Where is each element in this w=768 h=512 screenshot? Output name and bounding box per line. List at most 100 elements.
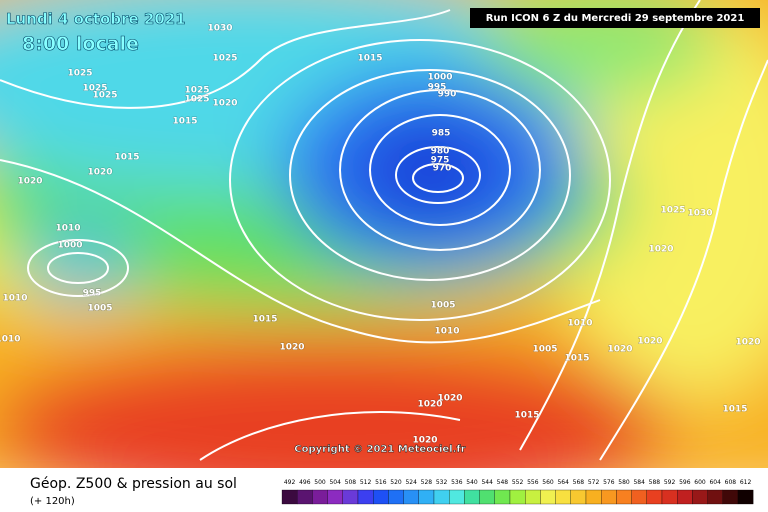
colorbar-cell: [555, 489, 571, 505]
isobar-label: 995: [428, 83, 447, 93]
colorbar-label: 536: [451, 479, 463, 486]
colorbar-label: 568: [573, 479, 585, 486]
colorbar-cell: [737, 489, 754, 505]
colorbar-label: 500: [314, 479, 326, 486]
colorbar-label: 552: [512, 479, 524, 486]
colorbar-label: 576: [603, 479, 615, 486]
isobar-label: 1020: [412, 436, 437, 446]
isobar-label: 1020: [87, 168, 112, 178]
colorbar-label: 516: [375, 479, 387, 486]
isobar-label: 1025: [212, 54, 237, 64]
isobar-label: 1015: [357, 54, 382, 64]
isobar-label: 1015: [114, 153, 139, 163]
isobar-label: 1015: [564, 354, 589, 364]
colorbar-label: 556: [527, 479, 539, 486]
colorbar-label: 600: [694, 479, 706, 486]
colorbar-cell: [677, 489, 693, 505]
colorbar-cell: [388, 489, 404, 505]
colorbar-cell: [509, 489, 526, 505]
colorbar-label: 492: [284, 479, 296, 486]
isobar-label: 1025: [67, 69, 92, 79]
isobar-label: 1020: [637, 337, 662, 347]
isobar-label: 1010: [55, 224, 80, 234]
isobar-label: 1020: [437, 394, 462, 404]
copyright: Copyright © 2021 Meteociel.fr: [294, 444, 465, 455]
colorbar-cell: [494, 489, 511, 505]
isobar-label: 1015: [514, 411, 539, 421]
colorbar-cell: [692, 489, 708, 505]
isobar-label: 1025: [660, 206, 685, 216]
isobar-label: 1005: [87, 304, 112, 314]
colorbar-cell: [540, 489, 556, 505]
colorbar-cell: [281, 489, 298, 505]
isobar-label: 1030: [687, 209, 712, 219]
colorbar-cell: [464, 489, 480, 505]
colorbar-cell: [403, 489, 419, 505]
colorbar-label: 540: [466, 479, 478, 486]
isobar-label: 1010: [2, 294, 27, 304]
colorbar-label: 604: [709, 479, 721, 486]
isobar-label: 1010: [0, 335, 21, 345]
colorbar-label: 548: [497, 479, 509, 486]
isobar-label: 1020: [607, 345, 632, 355]
colorbar-label: 496: [299, 479, 311, 486]
isobar-label: 1015: [722, 405, 747, 415]
colorbar-cell: [707, 489, 723, 505]
colorbar-cell: [616, 489, 632, 505]
colorbar-label: 508: [345, 479, 357, 486]
time-label: 8:00 locale: [22, 33, 139, 55]
isobar-label: 1020: [212, 99, 237, 109]
isobar-label: 1025: [184, 86, 209, 96]
isobar-label: 970: [433, 164, 452, 174]
run-label: Run ICON 6 Z du Mercredi 29 septembre 20…: [486, 13, 745, 24]
isobars: [0, 0, 768, 460]
colorbar-cell: [373, 489, 389, 505]
isobar-label: 1005: [430, 301, 455, 311]
isobar-label: 980: [431, 147, 450, 157]
colorbar-label: 564: [557, 479, 569, 486]
colorbar-cell: [601, 489, 617, 505]
isobar-label: 1025: [92, 91, 117, 101]
isobar-label: 1000: [57, 241, 82, 251]
run-box: [470, 8, 760, 28]
isobar-label: 1020: [279, 343, 304, 353]
colorbar-label: 596: [679, 479, 691, 486]
isobar-label: 975: [431, 156, 450, 166]
colorbar-cell: [722, 489, 739, 505]
colorbar-cell: [661, 489, 678, 505]
isobar-label: 1020: [417, 400, 442, 410]
isobar-label: 1020: [17, 177, 42, 187]
colorbar-cell: [342, 489, 359, 505]
isobar-label: 995: [83, 289, 102, 299]
colorbar-cell: [631, 489, 647, 505]
colorbar-label: 560: [542, 479, 554, 486]
colorbar-label: 608: [725, 479, 737, 486]
colorbar-cell: [585, 489, 602, 505]
colorbar-cell: [570, 489, 587, 505]
footer-title: Géop. Z500 & pression au sol: [30, 476, 237, 492]
isobar-label: 1030: [207, 24, 232, 34]
colorbar-cell: [479, 489, 495, 505]
colorbar-label: 532: [436, 479, 448, 486]
isobar-label: 1010: [434, 327, 459, 337]
colorbar-cell: [297, 489, 313, 505]
isobar-label: 1025: [184, 95, 209, 105]
colorbar-label: 572: [588, 479, 600, 486]
colorbar-cell: [646, 489, 663, 505]
colorbar-label: 504: [329, 479, 341, 486]
isobar-label: 1015: [172, 117, 197, 127]
colorbar-cell: [418, 489, 435, 505]
colorbar-cell: [525, 489, 541, 505]
colorbar-label: 520: [390, 479, 402, 486]
isobar-label: 985: [432, 129, 451, 139]
colorbar-label: 512: [360, 479, 372, 486]
colorbar-label: 612: [740, 479, 752, 486]
isobar-label: 1005: [532, 345, 557, 355]
colorbar-label: 528: [421, 479, 433, 486]
colorbar-label: 588: [649, 479, 661, 486]
footer-lead: (+ 120h): [30, 496, 75, 507]
colorbar-cell: [327, 489, 343, 505]
